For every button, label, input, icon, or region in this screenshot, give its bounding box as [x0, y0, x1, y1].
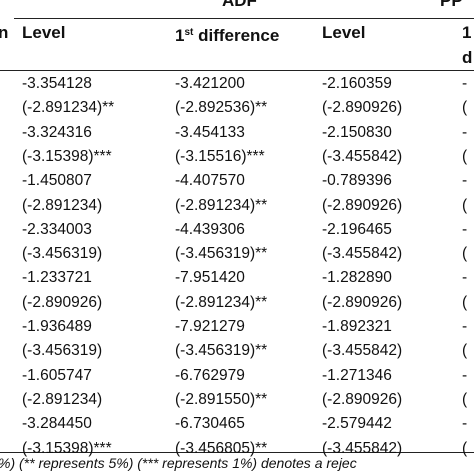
group-header: PP — [440, 0, 463, 10]
sub-header: Level — [322, 24, 365, 42]
cell: (-3.455842) — [322, 342, 403, 360]
cell: -7.951420 — [175, 269, 245, 287]
sub-header-wrap: d — [462, 48, 473, 67]
cell: ( — [462, 342, 468, 360]
sub-header-part: Level — [322, 23, 366, 42]
cell: -1.605747 — [22, 366, 92, 384]
cell: -2.579442 — [322, 415, 392, 433]
cell: -3.454133 — [175, 123, 245, 141]
group-header: ADF — [222, 0, 257, 10]
cell: -3.324316 — [22, 123, 92, 141]
cell: -3.354128 — [22, 75, 92, 92]
cell: ( — [462, 99, 468, 117]
cell: (-2.890926) — [322, 196, 403, 214]
sub-header-part: 1 — [462, 23, 472, 42]
cell: ( — [462, 147, 468, 165]
cell: -2.150830 — [322, 123, 392, 141]
cell: (-3.455842) — [322, 147, 403, 165]
cell: ( — [462, 390, 468, 408]
cell: - — [462, 172, 468, 190]
cell: -6.730465 — [175, 415, 245, 433]
cell: (-2.890926) — [322, 390, 403, 408]
cell: -1.233721 — [22, 269, 92, 287]
cell: (-3.15516)*** — [175, 147, 265, 165]
cell: -1.450807 — [22, 172, 92, 190]
cell: - — [462, 318, 468, 335]
rule — [0, 452, 474, 453]
cell: -3.421200 — [175, 75, 245, 92]
rule — [14, 18, 474, 19]
cell: (-2.890926) — [322, 293, 403, 311]
cell: -2.160359 — [322, 75, 392, 92]
cell: - — [462, 366, 468, 384]
cell: (-3.455842) — [322, 439, 403, 457]
sub-header-part: 1 — [175, 26, 185, 45]
cell: -4.439306 — [175, 220, 245, 238]
cell: (-2.890926) — [322, 99, 403, 117]
cell: - — [462, 269, 468, 287]
footnote: %) (** represents 5%) (*** represents 1%… — [0, 455, 357, 471]
cell: (-3.456319)** — [175, 245, 268, 263]
cell: ( — [462, 439, 468, 457]
cell: (-2.892536)** — [175, 99, 268, 117]
cell: (-3.15398)*** — [22, 147, 112, 165]
sub-header-part: Level — [22, 23, 66, 42]
cell: (-3.456319) — [22, 342, 103, 360]
cell: (-3.456319)** — [175, 342, 268, 360]
sub-header: 1st difference — [175, 24, 279, 45]
cell: (-2.891550)** — [175, 390, 268, 408]
cell: -3.284450 — [22, 415, 92, 433]
cell: - — [462, 415, 468, 433]
cell: - — [462, 123, 468, 141]
cell: (-2.891234) — [22, 196, 103, 214]
cell: -2.334003 — [22, 220, 92, 238]
cell: -4.407570 — [175, 172, 245, 190]
cell: ( — [462, 196, 468, 214]
sub-header: Level — [22, 24, 65, 42]
rule — [0, 70, 474, 71]
cell: -1.892321 — [322, 318, 392, 335]
superscript: st — [184, 27, 194, 38]
cell: -2.196465 — [322, 220, 392, 238]
left-fragment: n — [0, 23, 9, 42]
cell: (-2.891234)** — [175, 196, 268, 214]
cell: -1.282890 — [322, 269, 392, 287]
cell: -0.789396 — [322, 172, 392, 190]
cell: -7.921279 — [175, 318, 245, 335]
cell: (-3.455842) — [322, 245, 403, 263]
cell: ( — [462, 293, 468, 311]
cell: -1.936489 — [22, 318, 92, 335]
cell: -6.762979 — [175, 366, 245, 384]
sub-header-part: difference — [193, 26, 280, 45]
cell: (-2.891234) — [22, 390, 103, 408]
cell: (-2.891234)** — [22, 99, 115, 117]
cell: (-3.456805)** — [175, 439, 268, 457]
cell: - — [462, 75, 468, 92]
cell: (-2.891234)** — [175, 293, 268, 311]
cell: (-3.456319) — [22, 245, 103, 263]
cell: (-2.890926) — [22, 293, 103, 311]
cell: - — [462, 220, 468, 238]
cell: ( — [462, 245, 468, 263]
sub-header: 1 — [462, 24, 471, 42]
cell: (-3.15398)*** — [22, 439, 112, 457]
cell: -1.271346 — [322, 366, 392, 384]
